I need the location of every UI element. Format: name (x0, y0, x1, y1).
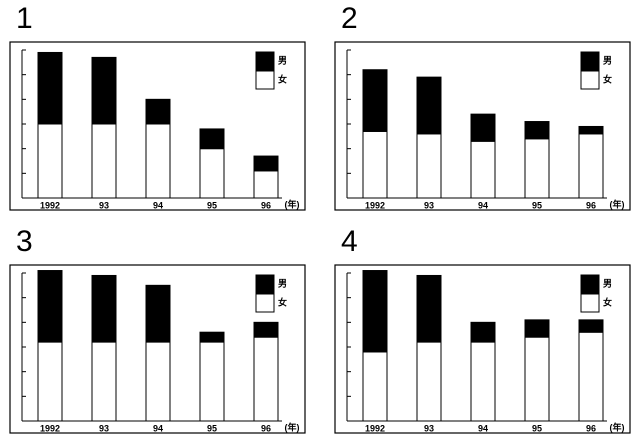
bar-segment (199, 148, 225, 199)
bar-segment (91, 274, 117, 343)
legend-swatch (255, 51, 275, 71)
bar-segment (362, 69, 388, 132)
legend-swatch (580, 274, 600, 294)
bar-segment (524, 121, 550, 140)
bar-segment (578, 331, 604, 422)
bar-segment (145, 98, 171, 125)
x-tick-label: 93 (99, 200, 109, 210)
bar-segment (362, 130, 388, 199)
bar-segment (91, 123, 117, 199)
bar-segment (470, 321, 496, 343)
legend-label: 男 (278, 278, 287, 288)
bar-segment (524, 336, 550, 422)
legend-label: 男 (603, 55, 612, 65)
legend-label: 男 (603, 278, 612, 288)
legend-label: 男 (278, 55, 287, 65)
bar-segment (253, 336, 279, 422)
x-tick-label: 1992 (365, 423, 385, 433)
x-tick-label: 95 (532, 423, 542, 433)
x-tick-label: 1992 (365, 200, 385, 210)
bar-segment (37, 341, 63, 422)
x-tick-label: 95 (207, 423, 217, 433)
bar-segment (145, 284, 171, 343)
x-tick-label: 94 (153, 200, 163, 210)
legend-swatch (255, 293, 275, 313)
panel-title: 1 (16, 2, 33, 35)
x-tick-label: 93 (424, 423, 434, 433)
bar-segment (199, 128, 225, 150)
legend-swatch (580, 51, 600, 71)
x-tick-label: 96 (261, 423, 271, 433)
x-axis-label: (年) (285, 421, 300, 432)
legend-swatch (580, 70, 600, 90)
legend-label: 女 (603, 73, 612, 84)
bar-segment (416, 274, 442, 343)
bar-segment (578, 125, 604, 135)
x-tick-label: 1992 (40, 200, 60, 210)
bar-segment (362, 351, 388, 422)
bar-segment (470, 140, 496, 199)
panel-frame (9, 264, 306, 434)
legend-label: 女 (603, 296, 612, 307)
x-tick-label: 96 (261, 200, 271, 210)
x-axis-label: (年) (285, 198, 300, 209)
x-axis-label: (年) (610, 421, 625, 432)
bar-segment (199, 331, 225, 343)
x-tick-label: 93 (99, 423, 109, 433)
x-tick-label: 96 (586, 200, 596, 210)
bar-segment (524, 138, 550, 199)
bar-segment (253, 170, 279, 199)
legend-label: 女 (278, 73, 287, 84)
bar-segment (145, 123, 171, 199)
x-axis-label: (年) (610, 198, 625, 209)
bar-segment (37, 270, 63, 343)
legend-swatch (255, 274, 275, 294)
x-tick-label: 95 (532, 200, 542, 210)
bar-segment (199, 341, 225, 422)
bar-segment (470, 113, 496, 142)
x-tick-label: 94 (478, 423, 488, 433)
legend-swatch (255, 70, 275, 90)
panel-title: 2 (341, 2, 358, 35)
x-tick-label: 93 (424, 200, 434, 210)
bar-segment (524, 319, 550, 338)
bar-segment (578, 319, 604, 333)
bar-segment (91, 341, 117, 422)
panel-frame (9, 41, 306, 211)
bar-segment (416, 76, 442, 135)
bar-segment (578, 133, 604, 199)
panel-title: 4 (341, 225, 358, 258)
x-tick-label: 95 (207, 200, 217, 210)
x-tick-label: 94 (478, 200, 488, 210)
legend-label: 女 (278, 296, 287, 307)
panel-frame (334, 41, 631, 211)
bar-segment (37, 123, 63, 199)
bar-segment (362, 270, 388, 353)
legend-swatch (580, 293, 600, 313)
x-tick-label: 96 (586, 423, 596, 433)
panel-title: 3 (16, 225, 33, 258)
x-tick-label: 1992 (40, 423, 60, 433)
bar-segment (91, 56, 117, 125)
bar-segment (470, 341, 496, 422)
bar-segment (416, 133, 442, 199)
bar-segment (37, 51, 63, 125)
bar-segment (145, 341, 171, 422)
bar-segment (253, 321, 279, 338)
x-tick-label: 94 (153, 423, 163, 433)
bar-segment (416, 341, 442, 422)
panel-frame (334, 264, 631, 434)
bar-segment (253, 155, 279, 172)
